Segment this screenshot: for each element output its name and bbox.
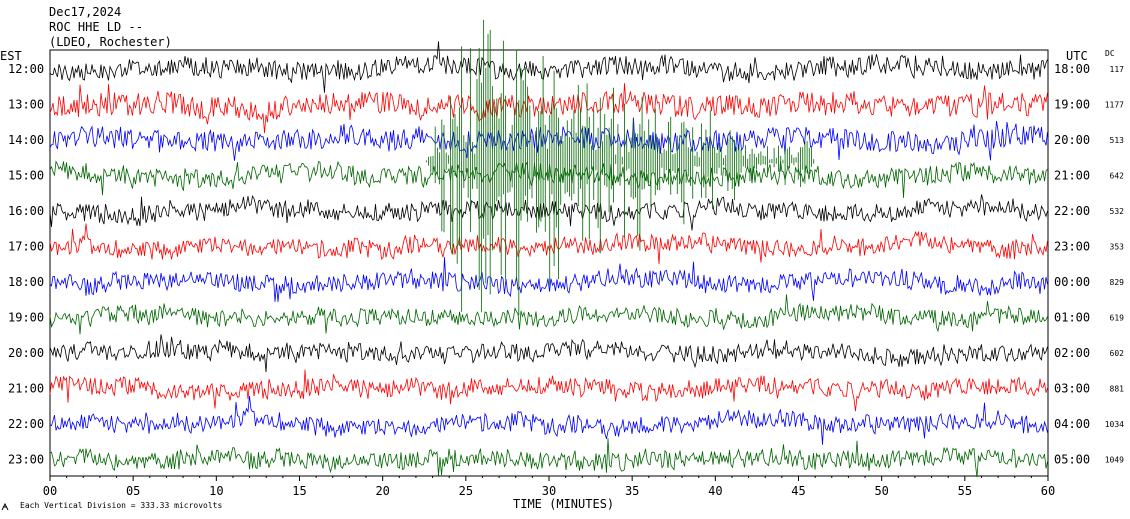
trace-2000 <box>49 334 1048 373</box>
est-label: 19:00 <box>8 311 44 325</box>
x-tick-label: 50 <box>874 484 888 498</box>
dc-value: 881 <box>1110 385 1125 394</box>
x-tick-label: 15 <box>292 484 306 498</box>
trace-1400 <box>49 117 1048 161</box>
event-group <box>425 19 815 316</box>
utc-label: 02:00 <box>1054 346 1090 360</box>
dc-value: 619 <box>1110 314 1125 323</box>
x-tick-group: 00 05 10 15 20 25 30 35 40 45 50 55 60 <box>43 476 1055 498</box>
est-label: 17:00 <box>8 240 44 254</box>
trace-1700 <box>49 223 1048 265</box>
x-tick-label: 25 <box>459 484 473 498</box>
trace-2100 <box>49 369 1048 412</box>
utc-label: 20:00 <box>1054 133 1090 147</box>
x-tick-label: 45 <box>791 484 805 498</box>
plot-frame <box>49 49 1049 477</box>
dc-column-label: DC <box>1105 49 1115 58</box>
x-tick-label: 00 <box>43 484 57 498</box>
est-label: 21:00 <box>8 382 44 396</box>
est-label: 13:00 <box>8 98 44 112</box>
dc-value: 532 <box>1110 207 1125 216</box>
trace-1800 <box>49 257 1048 302</box>
plot-logo-icon <box>1 502 9 511</box>
est-label: 22:00 <box>8 417 44 431</box>
trace-2200 <box>49 395 1048 445</box>
utc-label: 05:00 <box>1054 453 1090 467</box>
trace-1500 <box>49 160 1048 198</box>
dc-value: 117 <box>1110 65 1125 74</box>
utc-label: 22:00 <box>1054 204 1090 218</box>
trace-1200 <box>49 41 1048 93</box>
x-tick-label: 35 <box>625 484 639 498</box>
footer-note: Each Vertical Division = 333.33 microvol… <box>20 501 222 510</box>
utc-label: 00:00 <box>1054 275 1090 289</box>
x-tick-label: 30 <box>542 484 556 498</box>
trace-2300 <box>49 438 1048 478</box>
trace-group <box>49 41 1048 478</box>
utc-label: 18:00 <box>1054 62 1090 76</box>
dc-value: 642 <box>1110 172 1125 181</box>
utc-label-group: 18:00 19:00 20:00 21:00 22:00 23:00 00:00 01:00… <box>1054 62 1090 467</box>
header-date: Dec17,2024 <box>49 5 121 19</box>
dc-value: 602 <box>1110 349 1125 358</box>
x-tick-label: 60 <box>1041 484 1055 498</box>
x-tick-label: 05 <box>126 484 140 498</box>
utc-label: 23:00 <box>1054 240 1090 254</box>
x-tick-label: 20 <box>375 484 389 498</box>
dc-value: 1049 <box>1105 456 1124 465</box>
utc-label: 19:00 <box>1054 98 1090 112</box>
x-tick-label: 40 <box>708 484 722 498</box>
dc-value: 1177 <box>1105 101 1124 110</box>
x-tick-label: 10 <box>209 484 223 498</box>
utc-label: 04:00 <box>1054 417 1090 431</box>
trace-1300 <box>49 83 1048 134</box>
dc-value: 1034 <box>1105 420 1124 429</box>
trace-1900 <box>49 294 1048 335</box>
left-axis-label-est: EST <box>0 49 22 63</box>
header-location: (LDEO, Rochester) <box>49 35 172 49</box>
x-axis-title: TIME (MINUTES) <box>513 497 614 511</box>
x-tick-label: 55 <box>958 484 972 498</box>
est-label: 15:00 <box>8 169 44 183</box>
est-label: 18:00 <box>8 275 44 289</box>
utc-label: 21:00 <box>1054 169 1090 183</box>
dc-value: 353 <box>1110 243 1125 252</box>
utc-label: 01:00 <box>1054 311 1090 325</box>
est-label-group: 12:00 13:00 14:00 15:00 16:00 17:00 18:00 19:00… <box>8 62 44 467</box>
right-axis-label-utc: UTC <box>1066 49 1088 63</box>
est-label: 23:00 <box>8 453 44 467</box>
trace-1600 <box>49 194 1048 231</box>
event-spikes <box>425 19 815 316</box>
utc-label: 03:00 <box>1054 382 1090 396</box>
dc-value: 829 <box>1110 278 1125 287</box>
dc-value: 513 <box>1110 136 1125 145</box>
est-label: 14:00 <box>8 133 44 147</box>
est-label: 16:00 <box>8 204 44 218</box>
est-label: 20:00 <box>8 346 44 360</box>
dc-label-group: 117 1177 513 642 532 353 829 619 602 881 1034 1049 <box>1105 65 1124 465</box>
est-label: 12:00 <box>8 62 44 76</box>
header-station: ROC HHE LD -- <box>49 20 143 34</box>
